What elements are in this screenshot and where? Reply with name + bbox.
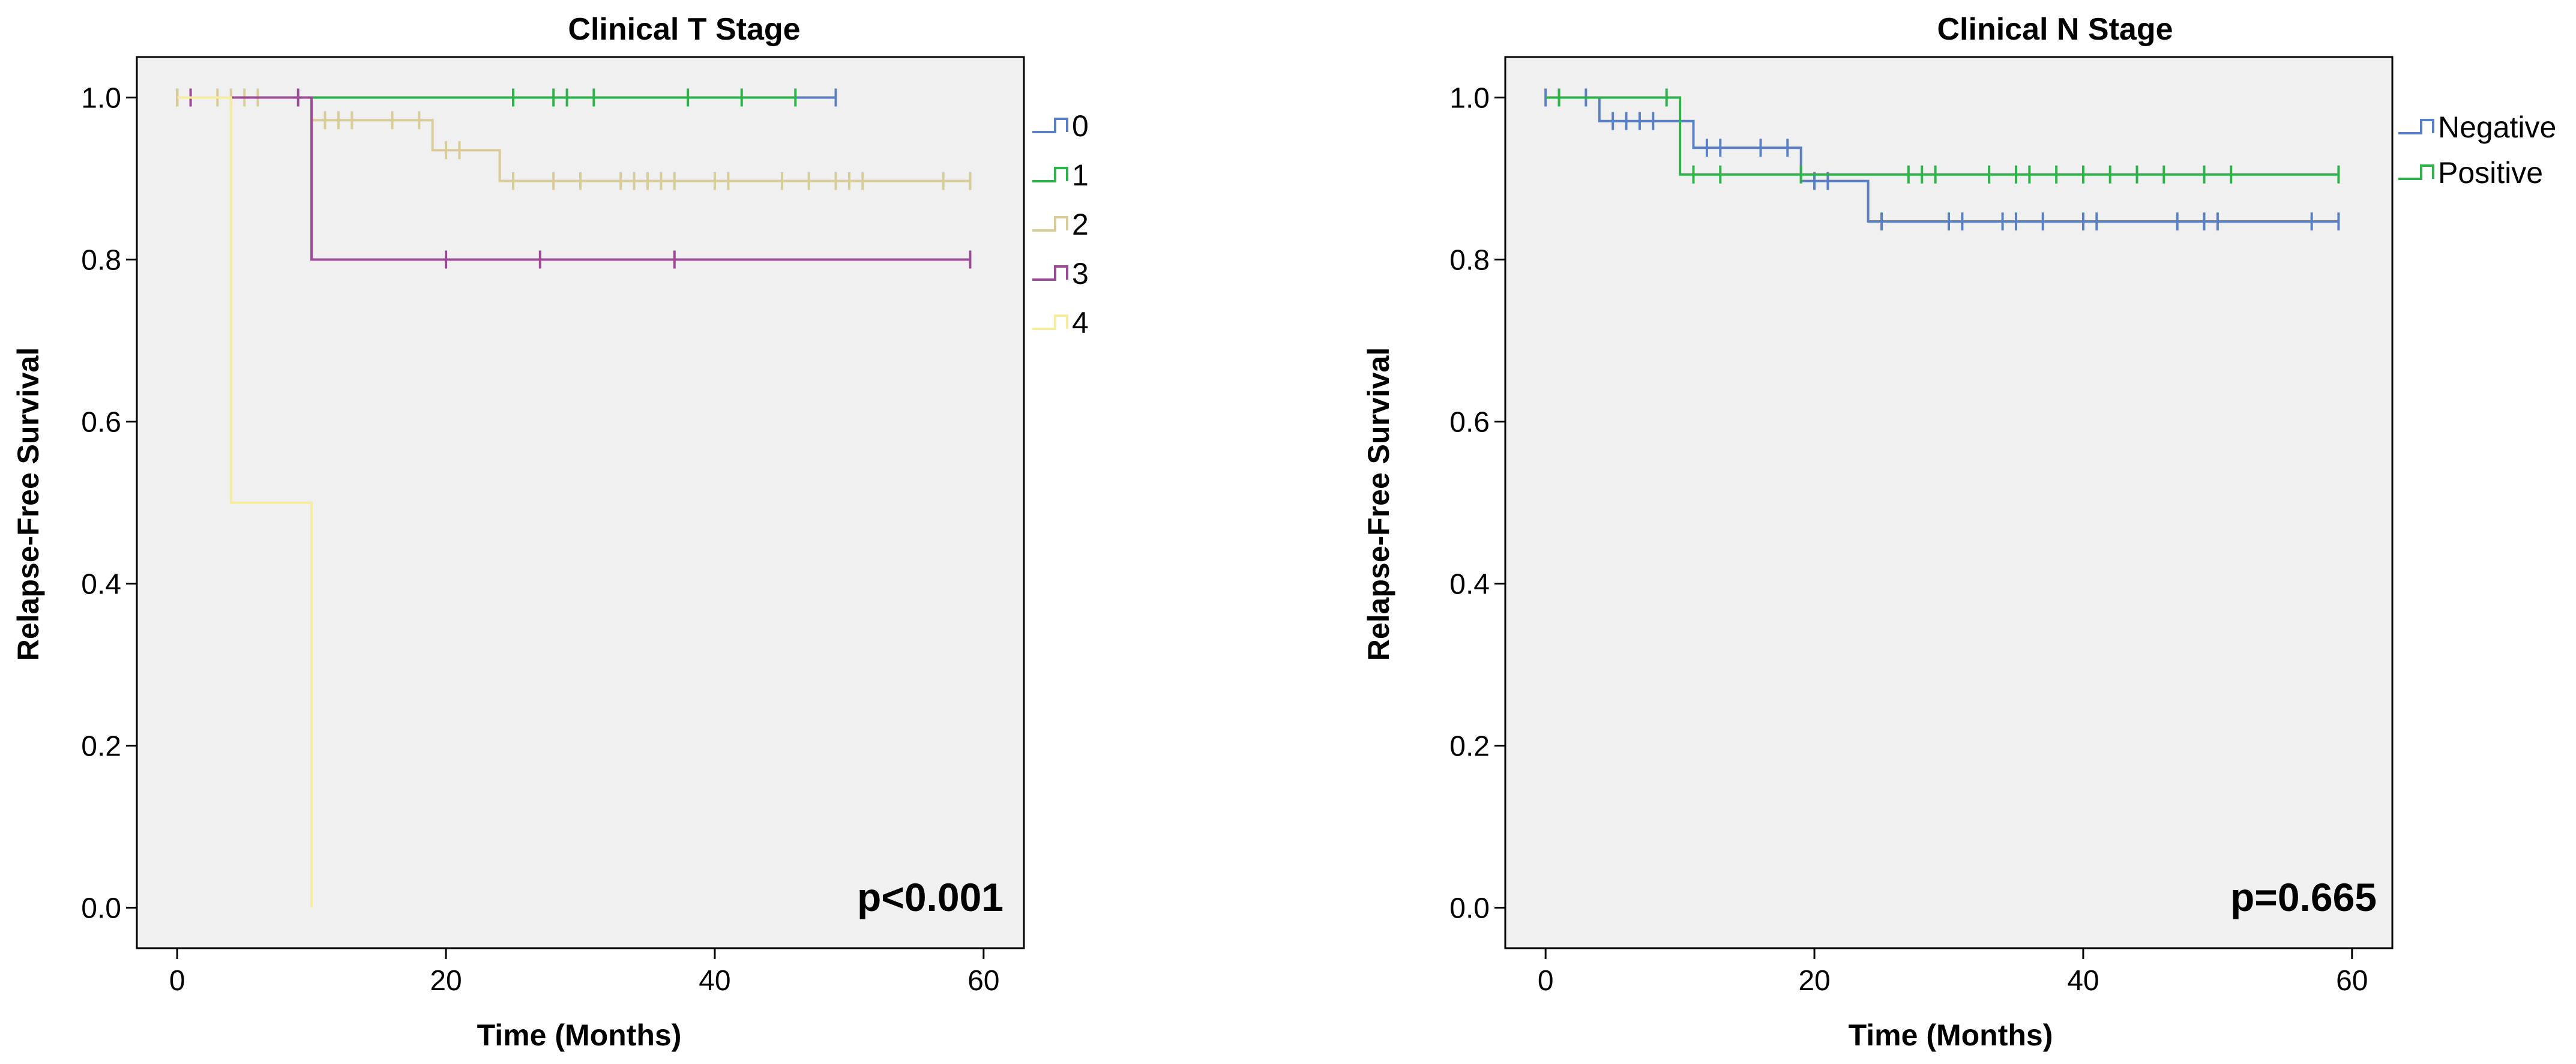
series-line [1545, 96, 2339, 223]
x-tick-label: 0 [169, 965, 185, 997]
x-tick-label: 40 [699, 965, 730, 997]
chart-panel-t-stage: Clinical T Stage Time (Months) Relapse-F… [11, 12, 1089, 1052]
legend-swatch [1032, 265, 1068, 281]
legend-label: 3 [1072, 257, 1089, 290]
y-tick-label: 0.4 [81, 569, 121, 601]
y-tick-label: 1.0 [1449, 83, 1490, 115]
series-line [177, 96, 313, 908]
y-tick-label: 1.0 [81, 83, 121, 115]
p-value-annotation: p<0.001 [857, 875, 1004, 919]
y-tick-label: 0.0 [1449, 893, 1490, 925]
x-tick-label: 40 [2067, 965, 2099, 997]
legend-swatch [1032, 314, 1068, 330]
legend-label: Negative [2438, 110, 2556, 144]
legend-label: 1 [1072, 158, 1089, 192]
y-tick-label: 0.2 [81, 731, 121, 763]
y-tick-label: 0.4 [1449, 569, 1490, 601]
series-layer [176, 88, 972, 908]
legend-label: 4 [1072, 306, 1089, 340]
axis-ticks: 0 20 40 60 0.0 0.2 0.4 0.6 0.8 1.0 [81, 83, 999, 997]
x-tick-label: 0 [1538, 965, 1554, 997]
chart-title: Clinical T Stage [568, 12, 800, 47]
legend-swatch [2398, 164, 2434, 180]
legend-label: 0 [1072, 109, 1089, 143]
series-layer [1544, 88, 2340, 231]
y-tick-label: 0.8 [81, 245, 121, 277]
x-axis-label: Time (Months) [477, 1018, 682, 1052]
legend: Negative Positive [2398, 110, 2556, 190]
y-tick-label: 0.0 [81, 893, 121, 925]
x-tick-label: 20 [430, 965, 462, 997]
plot-area [1504, 56, 2394, 949]
x-tick-label: 20 [1798, 965, 1830, 997]
p-value-annotation: p=0.665 [2230, 875, 2377, 919]
legend-swatch [2398, 119, 2434, 134]
y-tick-label: 0.6 [81, 407, 121, 439]
x-tick-label: 60 [2336, 965, 2368, 997]
legend-label: Positive [2438, 156, 2543, 190]
y-tick-label: 0.8 [1449, 245, 1490, 277]
legend-swatch [1032, 118, 1068, 133]
series-line [1545, 96, 2339, 176]
y-tick-label: 0.2 [1449, 731, 1490, 763]
y-axis-label: Relapse-Free Survival [1362, 347, 1395, 661]
legend-swatch [1032, 167, 1068, 182]
axis-ticks: 0 20 40 60 0.0 0.2 0.4 0.6 0.8 1.0 [1449, 83, 2368, 997]
chart-panel-n-stage: Clinical N Stage Time (Months) Relapse-F… [1362, 12, 2556, 1052]
legend: 0 1 2 3 4 [1032, 109, 1089, 340]
legend-label: 2 [1072, 208, 1089, 241]
y-axis-label: Relapse-Free Survival [11, 347, 45, 661]
x-tick-label: 60 [968, 965, 999, 997]
x-axis-label: Time (Months) [1849, 1018, 2053, 1052]
chart-title: Clinical N Stage [1937, 12, 2173, 47]
y-tick-label: 0.6 [1449, 407, 1490, 439]
series-line [177, 96, 971, 261]
legend-swatch [1032, 216, 1068, 232]
